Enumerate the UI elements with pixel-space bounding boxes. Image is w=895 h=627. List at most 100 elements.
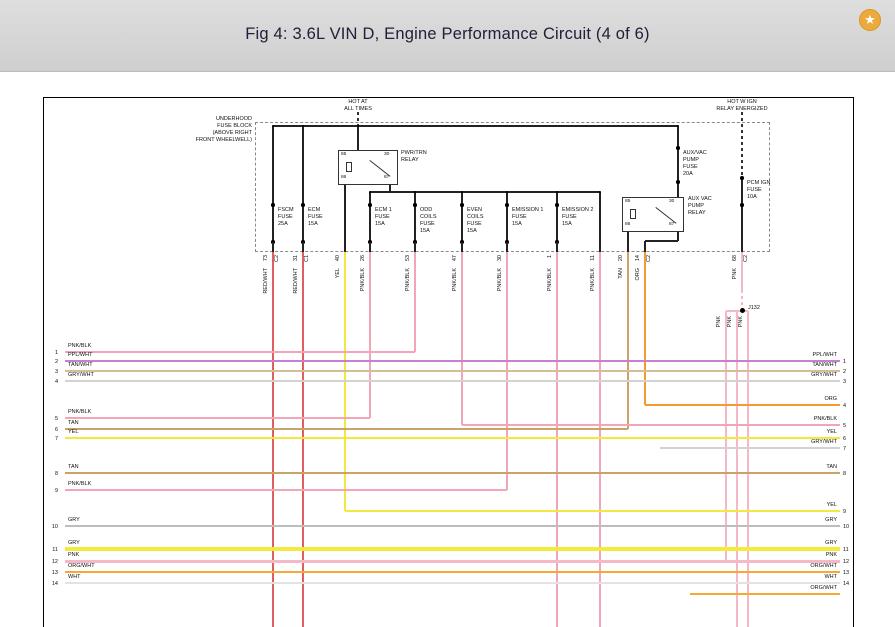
row-number-right: 3 bbox=[843, 379, 847, 385]
wire-row[interactable] bbox=[65, 417, 370, 419]
row-number-left: 5 bbox=[54, 416, 58, 422]
fuse-terminal-dot bbox=[740, 203, 744, 207]
connector-label: C2 bbox=[646, 255, 652, 263]
circuit-line bbox=[461, 192, 463, 205]
fuse-label: AUX/VAC PUMP FUSE 20A bbox=[683, 150, 707, 177]
circuit-line bbox=[344, 185, 346, 252]
fuse-element[interactable] bbox=[369, 205, 371, 242]
connector-label: C2 bbox=[743, 255, 749, 263]
page-title: Fig 4: 3.6L VIN D, Engine Performance Ci… bbox=[245, 25, 650, 43]
relay-box bbox=[622, 197, 684, 232]
fuse-label: EMISSION 2 FUSE 15A bbox=[562, 207, 594, 227]
bus-junction-dot bbox=[676, 124, 680, 128]
fuse-element[interactable] bbox=[461, 205, 463, 242]
wire-vertical[interactable] bbox=[272, 252, 274, 627]
wire-color-label: PNK/BLK bbox=[547, 268, 553, 292]
wire-row[interactable] bbox=[65, 472, 840, 474]
wire-row[interactable] bbox=[690, 593, 840, 595]
wire-row[interactable] bbox=[65, 570, 840, 574]
wire-color-label: PNK/BLK bbox=[405, 268, 411, 292]
wire-row[interactable] bbox=[65, 559, 840, 563]
fuse-terminal-dot bbox=[740, 176, 744, 180]
circuit-line bbox=[461, 242, 463, 252]
wire-vertical[interactable] bbox=[644, 252, 646, 405]
wire-vertical[interactable] bbox=[741, 290, 743, 309]
fuse-element[interactable] bbox=[272, 205, 274, 242]
wire-color-label: YEL bbox=[68, 429, 79, 435]
pin-number-label: 40 bbox=[335, 255, 341, 262]
wire-row[interactable] bbox=[65, 582, 840, 584]
wire-row[interactable] bbox=[660, 447, 840, 449]
wire-vertical[interactable] bbox=[369, 252, 371, 418]
wire-row[interactable] bbox=[645, 404, 840, 406]
wire-branch-bar[interactable] bbox=[726, 310, 748, 312]
fuse-label: FSCM FUSE 25A bbox=[278, 207, 294, 227]
fuse-element[interactable] bbox=[556, 205, 558, 242]
wire-vertical[interactable] bbox=[461, 252, 463, 425]
wire-vertical[interactable] bbox=[747, 311, 749, 627]
wire-row[interactable] bbox=[65, 525, 840, 527]
circuit-line bbox=[506, 192, 508, 205]
wire-color-label: PPL/WHT bbox=[68, 352, 93, 358]
fuse-element[interactable] bbox=[302, 205, 304, 242]
wire-row[interactable] bbox=[65, 370, 840, 372]
row-number-right: 11 bbox=[843, 547, 849, 553]
wire-color-label: GRY/WHT bbox=[811, 372, 837, 378]
wire-color-label: PNK/BLK bbox=[68, 481, 92, 487]
wire-row[interactable] bbox=[462, 424, 840, 426]
power-feed-label: HOT AT ALL TIMES bbox=[344, 99, 372, 112]
row-number-left: 11 bbox=[52, 547, 58, 553]
row-number-right: 2 bbox=[843, 369, 847, 375]
wire-row[interactable] bbox=[345, 510, 840, 512]
wire-row[interactable] bbox=[65, 547, 840, 551]
bus-junction-dot bbox=[356, 124, 360, 128]
circuit-line bbox=[302, 242, 304, 252]
wire-color-label: YEL bbox=[826, 429, 837, 435]
wire-vertical[interactable] bbox=[725, 311, 727, 561]
fuse-element[interactable] bbox=[414, 205, 416, 242]
bus-junction-dot bbox=[271, 124, 275, 128]
bus-junction-dot bbox=[301, 124, 305, 128]
fuse-element[interactable] bbox=[741, 178, 743, 205]
row-number-right: 14 bbox=[843, 581, 850, 587]
wire-vertical[interactable] bbox=[556, 252, 558, 627]
bookmark-star-button[interactable]: ★ bbox=[859, 9, 881, 31]
circuit-line bbox=[272, 126, 274, 205]
circuit-line bbox=[677, 232, 679, 241]
pin-number-label: 30 bbox=[497, 255, 503, 262]
wire-vertical[interactable] bbox=[736, 311, 738, 627]
row-number-left: 1 bbox=[54, 350, 58, 356]
wire-color-label: GRY bbox=[825, 540, 837, 546]
fuse-element[interactable] bbox=[677, 148, 679, 182]
wire-row[interactable] bbox=[65, 351, 415, 353]
wire-color-label: ORG bbox=[824, 396, 837, 402]
wire-color-label: PNK/BLK bbox=[497, 268, 503, 292]
wire-row[interactable] bbox=[65, 489, 507, 491]
wire-color-label: PNK/BLK bbox=[590, 268, 596, 292]
wire-row[interactable] bbox=[65, 380, 840, 382]
wire-vertical[interactable] bbox=[599, 252, 601, 627]
wire-color-label: GRY bbox=[825, 517, 837, 523]
wire-row[interactable] bbox=[65, 428, 628, 430]
circuit-line bbox=[627, 232, 629, 252]
wire-vertical[interactable] bbox=[627, 252, 629, 429]
pin-number-label: 20 bbox=[618, 255, 624, 262]
relay-terminal-label: 86 bbox=[625, 222, 631, 227]
wire-row[interactable] bbox=[65, 360, 840, 362]
wire-vertical[interactable] bbox=[414, 252, 416, 352]
wire-row[interactable] bbox=[65, 437, 840, 439]
wire-color-label: TAN bbox=[68, 464, 79, 470]
row-number-right: 13 bbox=[843, 570, 850, 576]
wire-color-label: PNK bbox=[738, 316, 744, 328]
wire-vertical[interactable] bbox=[302, 252, 304, 627]
fuse-terminal-dot bbox=[555, 240, 559, 244]
circuit-line bbox=[272, 242, 274, 252]
wire-color-label: TAN bbox=[618, 268, 624, 279]
bus-junction-dot bbox=[505, 190, 509, 194]
fuse-label: EMISSION 1 FUSE 15A bbox=[512, 207, 544, 227]
fuse-element[interactable] bbox=[506, 205, 508, 242]
relay-terminal-label: 85 bbox=[625, 199, 631, 204]
wire-color-label: PNK/BLK bbox=[68, 409, 92, 415]
bus-junction-dot bbox=[555, 190, 559, 194]
wire-vertical[interactable] bbox=[741, 252, 743, 290]
